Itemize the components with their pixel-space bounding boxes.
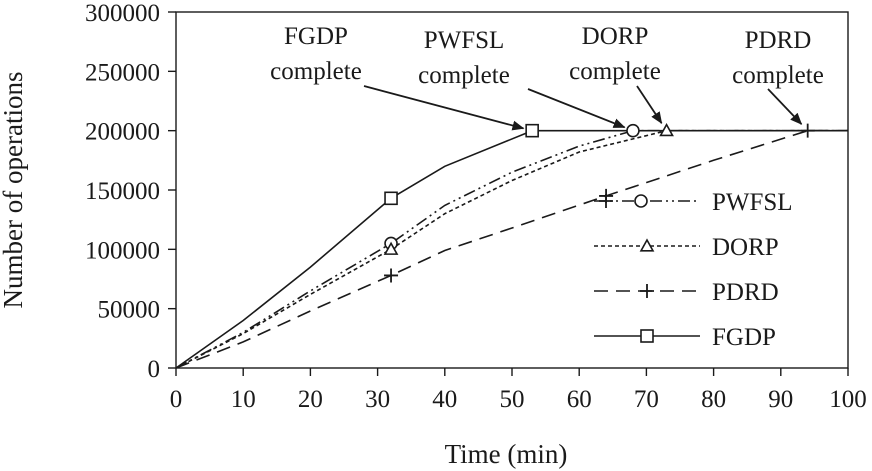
data-point-fgdp — [384, 191, 398, 206]
legend-label: FGDP — [712, 324, 776, 351]
annotation-arrow — [767, 88, 803, 125]
x-tick-label: 60 — [567, 386, 592, 413]
annotations: FGDPcompletePWFSLcompleteDORPcompletePDR… — [270, 23, 824, 131]
legend-label: PWFSL — [712, 189, 793, 216]
legend-marker — [634, 194, 648, 208]
annotation-label: PWFSL — [424, 27, 505, 54]
data-point-dorp — [659, 123, 674, 137]
legend-marker — [640, 329, 654, 343]
legend-marker — [599, 194, 613, 208]
annotation-arrow — [636, 85, 663, 124]
series-line-dorp — [175, 129, 848, 369]
annotation-label: complete — [569, 58, 661, 85]
legend-marker — [639, 238, 655, 252]
y-tick-label: 0 — [148, 356, 161, 383]
legend-item-dorp: DORP — [594, 234, 779, 261]
axes: 0 10 20 30 40 50 60 70 80 90 100 0 50000 100000 150000… — [85, 0, 867, 413]
legend-label: DORP — [712, 234, 779, 261]
legend: PWFSL DORP PDRD FGDP — [594, 189, 793, 351]
series-line-pdrd — [175, 129, 848, 369]
x-tick-label: 30 — [365, 386, 390, 413]
annotation-label: complete — [270, 58, 362, 85]
x-axis-title: Time (min) — [445, 439, 568, 469]
annotation-pdrd-complete: PDRD complete — [732, 27, 824, 125]
y-tick-label: 100000 — [85, 237, 160, 264]
annotation-label: complete — [732, 62, 824, 89]
legend-item-pwfsl: PWFSL — [594, 189, 793, 216]
x-tick-label: 70 — [634, 386, 659, 413]
annotation-label: FGDP — [284, 23, 348, 50]
x-tick-label: 0 — [170, 386, 183, 413]
data-point-pdrd — [384, 268, 399, 283]
y-tick-label: 150000 — [85, 178, 160, 205]
x-tick-label: 40 — [432, 386, 457, 413]
annotation-fgdp-complete: FGDP complete — [270, 23, 525, 131]
x-tick-label: 10 — [231, 386, 256, 413]
x-tick-label: 20 — [298, 386, 323, 413]
series-markers — [383, 123, 815, 283]
y-tick-label: 200000 — [85, 119, 160, 146]
x-tick-label: 80 — [701, 386, 726, 413]
x-tick-label: 90 — [768, 386, 793, 413]
y-tick-label: 50000 — [98, 297, 161, 324]
legend-item-pdrd: PDRD — [594, 279, 779, 306]
legend-item-fgdp: FGDP — [594, 324, 776, 351]
legend-marker — [640, 284, 654, 298]
x-tick-label: 50 — [500, 386, 525, 413]
annotation-label: DORP — [582, 23, 649, 50]
annotation-label: complete — [418, 62, 510, 89]
data-point-dorp — [383, 241, 399, 255]
data-point-fgdp — [525, 123, 539, 138]
x-tick-label: 100 — [829, 386, 867, 413]
annotation-label: PDRD — [745, 27, 812, 54]
annotation-pwfsl-complete: PWFSL complete — [418, 27, 626, 129]
annotation-dorp-complete: DORP complete — [569, 23, 663, 124]
data-point-pdrd — [800, 123, 815, 138]
legend-label: PDRD — [712, 279, 779, 306]
y-axis-title: Number of operations — [0, 72, 28, 309]
data-point-pwfsl — [626, 123, 640, 138]
y-tick-label: 250000 — [85, 59, 160, 86]
annotation-arrow — [363, 85, 525, 131]
y-tick-label: 300000 — [85, 0, 160, 27]
annotation-arrow — [527, 88, 626, 129]
